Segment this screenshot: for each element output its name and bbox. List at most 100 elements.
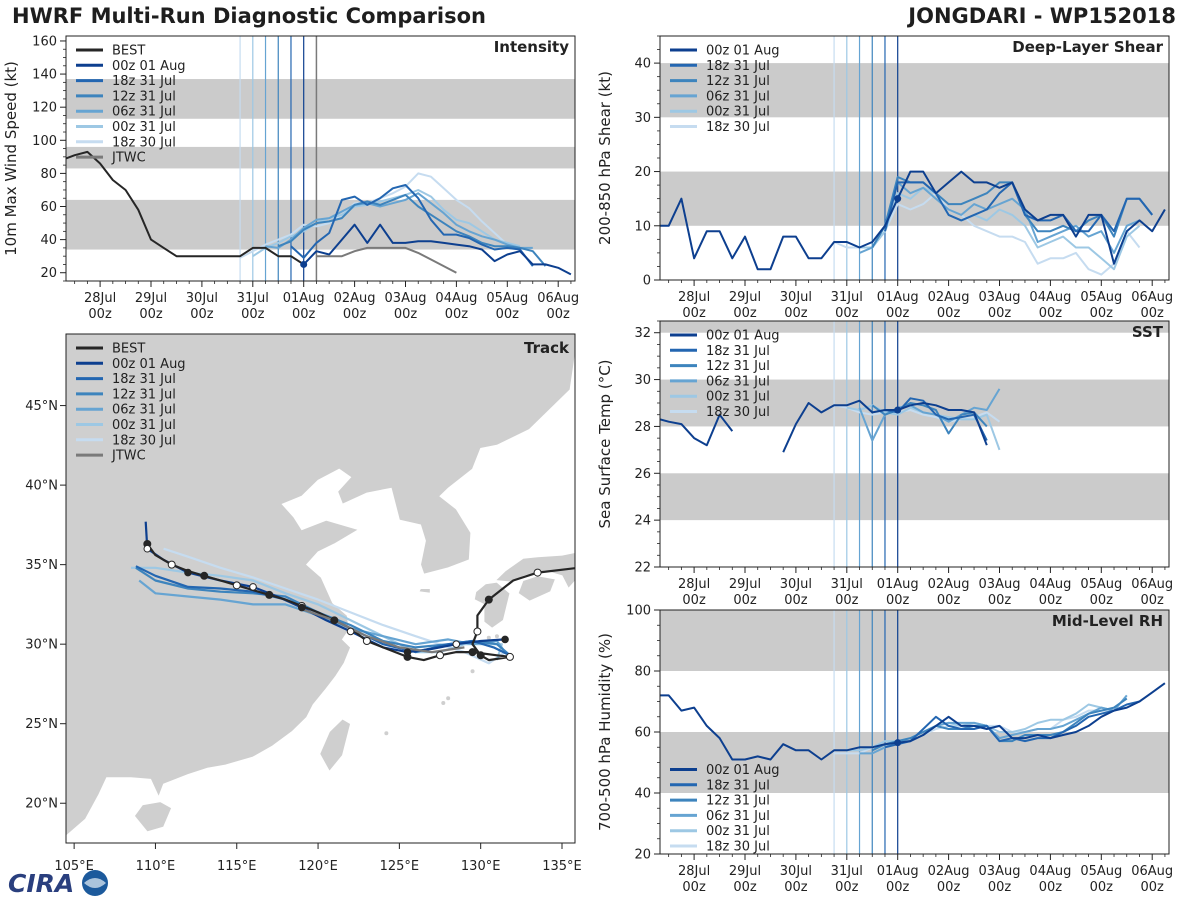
- x-tick-hour-label: 00z: [1090, 880, 1114, 895]
- forecast-track-marker: [346, 627, 355, 636]
- y-tick-label: 30: [634, 111, 651, 126]
- x-tick-date-label: 29Jul: [729, 577, 761, 592]
- kyushu: [473, 581, 511, 629]
- taiwan-island: [319, 718, 352, 773]
- series-line-18z-31-jul: [290, 184, 534, 267]
- threshold-band: [660, 610, 1169, 671]
- x-tick-date-label: 31Jul: [237, 291, 269, 306]
- best-track-marker: [362, 636, 371, 645]
- best-track-marker: [232, 581, 241, 590]
- legend-label: BEST: [112, 44, 145, 59]
- chart-track: 105°E 110°E 115°E 120°E 125°E 130°E 135°E 20°N 2…: [25, 333, 582, 874]
- y-tick-label: 160: [32, 34, 57, 49]
- x-tick-date-label: 29Jul: [135, 291, 167, 306]
- x-tick-date-label: 05Aug: [486, 291, 528, 306]
- chart-sst: 22242628303228Jul00z29Jul00z30Jul00z31Ju…: [596, 320, 1173, 608]
- track-line-jtwc: [301, 608, 465, 654]
- x-tick-date-label: 02Aug: [928, 864, 970, 879]
- series-line-06z-31-jul: [858, 388, 1001, 442]
- x-tick-date-label: 01Aug: [877, 864, 919, 879]
- x-tick-hour-label: 00z: [1039, 306, 1063, 321]
- legend-label: 06z 31 Jul: [112, 403, 176, 418]
- x-tick-hour-label: 00z: [886, 306, 910, 321]
- x-tick-date-label: 30Jul: [780, 864, 812, 879]
- logo-text: CIRA: [8, 869, 74, 898]
- legend-label: 12z 31 Jul: [706, 359, 770, 374]
- legend-label: 00z 01 Aug: [112, 59, 186, 74]
- y-tick-label: 100: [32, 134, 57, 149]
- x-tick-hour-label: 00z: [835, 880, 859, 895]
- threshold-band: [660, 732, 1169, 793]
- small-island: [486, 635, 491, 640]
- legend-label: 00z 01 Aug: [706, 763, 780, 778]
- x-tick-hour-label: 00z: [394, 307, 418, 322]
- x-tick-hour-label: 00z: [784, 880, 808, 895]
- threshold-band: [660, 63, 1169, 118]
- x-tick-hour-label: 00z: [886, 593, 910, 608]
- cira-logo: CIRA: [6, 868, 116, 902]
- y-axis-label: 200-850 hPa Shear (kt): [596, 71, 614, 245]
- x-tick-hour-label: 00z: [733, 880, 757, 895]
- x-tick-hour-label: 00z: [937, 593, 961, 608]
- longitude-label: 115°E: [217, 859, 257, 874]
- best-track-marker: [476, 651, 485, 660]
- x-tick-hour-label: 00z: [292, 307, 316, 322]
- y-tick-label: 100: [626, 604, 651, 619]
- x-tick-date-label: 04Aug: [1029, 577, 1071, 592]
- x-tick-hour-label: 00z: [1039, 880, 1063, 895]
- legend-label: 00z 01 Aug: [112, 357, 186, 372]
- y-tick-label: 80: [634, 665, 651, 680]
- y-tick-label: 40: [634, 57, 651, 72]
- x-tick-hour-label: 00z: [1090, 593, 1114, 608]
- x-tick-hour-label: 00z: [1090, 306, 1114, 321]
- y-tick-label: 20: [634, 165, 651, 180]
- legend-label: 18z 30 Jul: [706, 405, 770, 420]
- latitude-label: 20°N: [25, 797, 58, 812]
- small-island: [441, 701, 446, 706]
- forecast-track-marker: [184, 568, 192, 577]
- y-tick-label: 20: [634, 848, 651, 863]
- series-line-00z-01-aug: [660, 413, 734, 447]
- legend-label: 18z 31 Jul: [112, 74, 176, 89]
- x-tick-date-label: 29Jul: [729, 290, 761, 305]
- x-tick-hour-label: 00z: [88, 307, 112, 322]
- shikoku: [517, 575, 557, 602]
- storm-name: JONGDARI - WP152018: [908, 4, 1176, 28]
- legend-label: 00z 31 Jul: [112, 418, 176, 433]
- mainland-china-korea: [66, 334, 575, 837]
- shear-plot-area: [660, 36, 1169, 280]
- x-tick-hour-label: 00z: [784, 306, 808, 321]
- y-tick-label: 140: [32, 68, 57, 83]
- x-tick-hour-label: 00z: [1039, 593, 1063, 608]
- series-line-00z-01-aug: [302, 223, 572, 276]
- legend-label: 06z 31 Jul: [112, 105, 176, 120]
- x-tick-date-label: 06Aug: [1131, 290, 1173, 305]
- analysis-point-marker: [894, 195, 902, 203]
- best-track-marker: [473, 627, 482, 636]
- legend-label: 18z 31 Jul: [706, 778, 770, 793]
- legend-label: 12z 31 Jul: [706, 794, 770, 809]
- longitude-label: 130°E: [461, 859, 501, 874]
- x-tick-hour-label: 00z: [1141, 306, 1165, 321]
- legend-label: BEST: [112, 342, 145, 357]
- x-tick-hour-label: 00z: [835, 306, 859, 321]
- threshold-band: [660, 473, 1169, 521]
- y-tick-label: 40: [634, 787, 651, 802]
- y-tick-label: 24: [634, 514, 651, 529]
- small-island: [470, 669, 475, 674]
- longitude-label: 125°E: [380, 859, 420, 874]
- latitude-label: 25°N: [25, 717, 58, 732]
- longitude-label: 135°E: [542, 859, 582, 874]
- jeju-island: [418, 588, 431, 594]
- x-tick-hour-label: 00z: [733, 593, 757, 608]
- figure-title: HWRF Multi-Run Diagnostic Comparison: [12, 4, 487, 28]
- series-line-best: [66, 150, 305, 266]
- x-tick-date-label: 02Aug: [928, 577, 970, 592]
- legend-label: 18z 30 Jul: [706, 840, 770, 855]
- legend-label: 06z 31 Jul: [706, 809, 770, 824]
- x-tick-date-label: 28Jul: [678, 864, 710, 879]
- x-tick-date-label: 04Aug: [1029, 864, 1071, 879]
- intensity-plot-area: [66, 36, 575, 281]
- legend-label: JTWC: [111, 151, 146, 166]
- threshold-band: [66, 146, 575, 169]
